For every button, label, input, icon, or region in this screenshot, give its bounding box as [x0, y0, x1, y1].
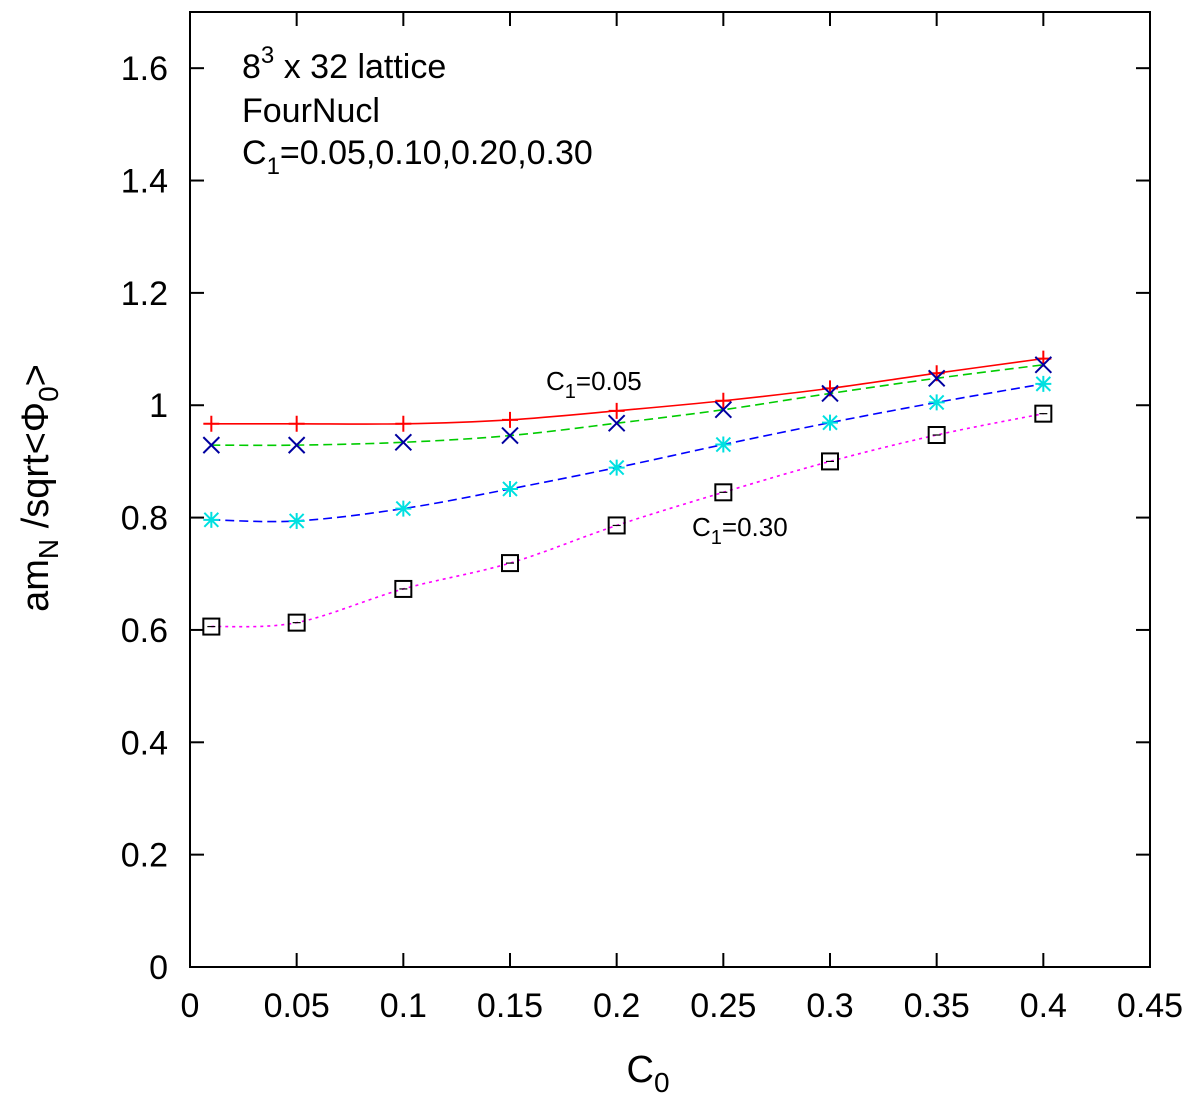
- series-group: [202, 350, 1053, 636]
- y-axis-title: amN /sqrt<Φ0>: [15, 364, 64, 612]
- x-tick-label: 0.1: [380, 987, 427, 1025]
- y-tick-label: 0.6: [121, 612, 168, 650]
- y-tick-label: 0.2: [121, 837, 168, 875]
- axes: 0 0.05 0.1 0.15 0.2 0.25 0.3 0.35 0.4 0.45 0 0.2 0.4…: [121, 11, 1183, 1025]
- data-point-square: [821, 452, 839, 471]
- data-point-x: [394, 433, 413, 452]
- data-point-square: [394, 579, 413, 598]
- x-tick-label: 0.3: [806, 987, 853, 1025]
- data-point-plus: [395, 415, 412, 432]
- data-point-star: [288, 512, 305, 529]
- x-axis-title: C0: [626, 1049, 669, 1094]
- x-tick-label: 0.25: [690, 987, 756, 1025]
- plot-frame: [189, 11, 1151, 968]
- data-point-plus: [288, 415, 305, 432]
- y-tick-label: 1.6: [121, 50, 168, 88]
- data-point-plus: [608, 402, 625, 419]
- y-tick-label: 0: [149, 949, 168, 987]
- data-point-star: [203, 511, 220, 528]
- data-point-star: [822, 414, 838, 431]
- data-point-square: [202, 617, 221, 636]
- data-point-star: [1035, 375, 1052, 392]
- annotation-c1-top: C1=0.05: [546, 366, 642, 403]
- data-point-x: [821, 384, 839, 403]
- data-point-x: [927, 369, 946, 387]
- y-tick-label: 0.4: [121, 724, 168, 762]
- x-tick-label: 0: [181, 987, 200, 1025]
- y-tick-label: 1: [149, 387, 168, 425]
- data-point-x: [202, 436, 221, 454]
- annotation-action: FourNucl: [242, 92, 380, 130]
- data-point-star: [502, 480, 518, 497]
- data-point-square: [607, 516, 626, 535]
- y-tick-label: 0.8: [121, 500, 168, 538]
- data-point-star: [928, 394, 945, 411]
- data-point-x: [1034, 356, 1053, 374]
- data-point-x: [607, 414, 626, 432]
- x-tick-label: 0.2: [593, 987, 640, 1025]
- data-point-x: [501, 426, 519, 445]
- data-point-star: [715, 436, 732, 453]
- data-point-plus: [502, 411, 518, 428]
- data-point-plus: [203, 415, 220, 432]
- data-point-square: [927, 426, 946, 445]
- series-2: [202, 356, 1053, 454]
- data-point-star: [608, 459, 625, 476]
- annotation-c1-list: C1=0.05,0.10,0.20,0.30: [242, 134, 593, 180]
- y-tick-label: 1.2: [121, 275, 168, 313]
- data-point-plus: [715, 392, 732, 409]
- data-point-square: [1034, 404, 1053, 423]
- annotation-lattice: 83 x 32 lattice: [242, 42, 446, 86]
- x-tick-label: 0.05: [264, 987, 330, 1025]
- x-tick-label: 0.15: [477, 987, 543, 1025]
- data-point-square: [501, 554, 519, 573]
- y-tick-label: 1.4: [121, 163, 168, 201]
- data-point-x: [287, 436, 306, 454]
- data-point-square: [287, 613, 306, 632]
- series-4: [202, 404, 1053, 636]
- annotation-c1-bottom: C1=0.30: [692, 512, 788, 549]
- series-3: [203, 375, 1052, 529]
- x-tick-label: 0.4: [1020, 987, 1067, 1025]
- data-point-star: [395, 500, 412, 517]
- data-point-x: [714, 401, 733, 419]
- x-tick-label: 0.45: [1117, 987, 1183, 1025]
- x-tick-label: 0.35: [904, 987, 970, 1025]
- data-point-square: [714, 483, 733, 502]
